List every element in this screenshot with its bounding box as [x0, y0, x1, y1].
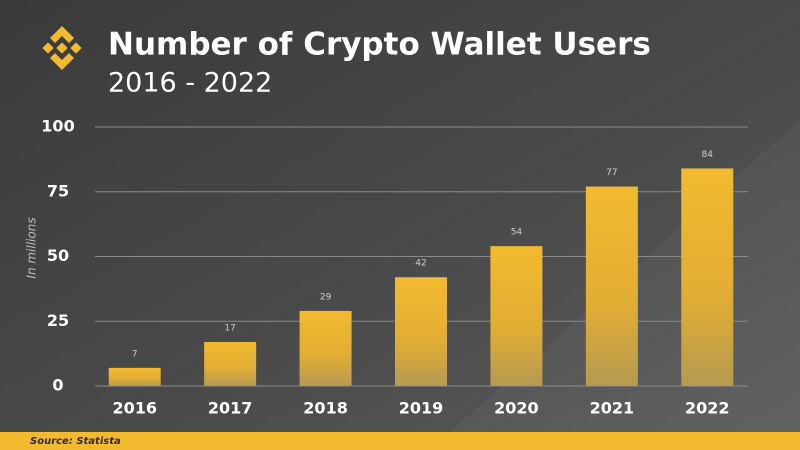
bar: [585, 186, 638, 386]
x-tick-label: 2022: [685, 399, 730, 418]
chart-title: Number of Crypto Wallet Users: [108, 27, 651, 63]
bar: [299, 310, 352, 386]
x-tick-label: 2017: [208, 399, 253, 418]
bar: [204, 341, 257, 386]
y-tick-label: 0: [52, 376, 63, 395]
value-label: 17: [224, 323, 235, 333]
y-tick-label: 50: [47, 246, 69, 265]
x-tick-label: 2018: [303, 399, 348, 418]
y-tick-label: 100: [41, 117, 74, 136]
value-label: 29: [320, 292, 332, 302]
value-label: 77: [606, 168, 617, 178]
x-tick-label: 2021: [590, 399, 635, 418]
value-label: 54: [511, 228, 523, 238]
x-tick-label: 2020: [494, 399, 539, 418]
bar: [681, 168, 734, 386]
y-tick-label: 75: [47, 181, 69, 200]
chart-subtitle: 2016 - 2022: [108, 68, 272, 99]
y-axis-label: In millions: [25, 217, 39, 278]
footer-strip: [0, 432, 800, 450]
source: Source: Statista: [30, 436, 121, 447]
bar: [490, 246, 543, 386]
value-label: 7: [132, 349, 138, 359]
x-tick-label: 2016: [112, 399, 157, 418]
value-label: 42: [415, 259, 426, 269]
bar: [108, 367, 161, 386]
value-label: 84: [702, 150, 714, 160]
bar: [395, 277, 447, 386]
y-tick-label: 25: [47, 311, 69, 330]
x-tick-label: 2019: [399, 399, 444, 418]
